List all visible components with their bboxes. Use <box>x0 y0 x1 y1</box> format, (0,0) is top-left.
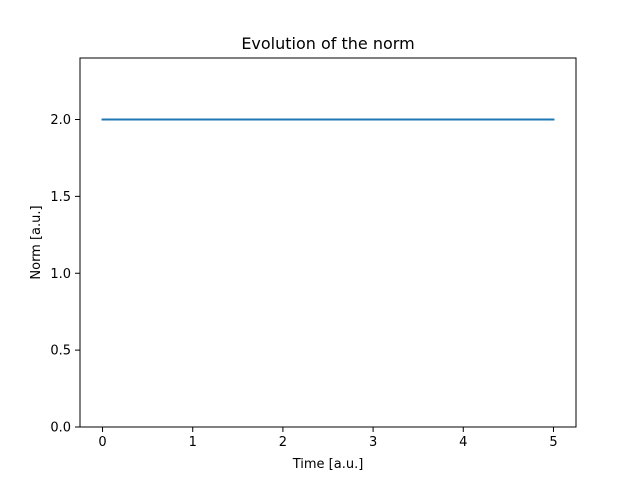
x-tick-label: 1 <box>189 435 197 450</box>
y-tick-label: 1.0 <box>50 267 71 282</box>
y-axis-label: Norm [a.u.] <box>29 205 44 279</box>
y-axis-ticks: 0.0 0.5 1.0 1.5 2.0 <box>50 113 80 436</box>
x-axis-label: Time [a.u.] <box>292 457 364 472</box>
x-tick-label: 2 <box>279 435 287 450</box>
x-tick-label: 4 <box>459 435 467 450</box>
x-axis-ticks: 0 1 2 3 4 5 <box>98 427 558 450</box>
x-tick-label: 0 <box>98 435 106 450</box>
x-tick-label: 5 <box>549 435 557 450</box>
y-tick-label: 0.0 <box>50 421 71 436</box>
y-tick-label: 0.5 <box>50 344 71 359</box>
plot-area-frame <box>79 57 577 428</box>
y-tick-label: 1.5 <box>50 190 71 205</box>
chart-title: Evolution of the norm <box>241 34 414 53</box>
plot-area-background <box>80 58 576 427</box>
x-tick-label: 3 <box>369 435 377 450</box>
y-tick-label: 2.0 <box>50 113 71 128</box>
